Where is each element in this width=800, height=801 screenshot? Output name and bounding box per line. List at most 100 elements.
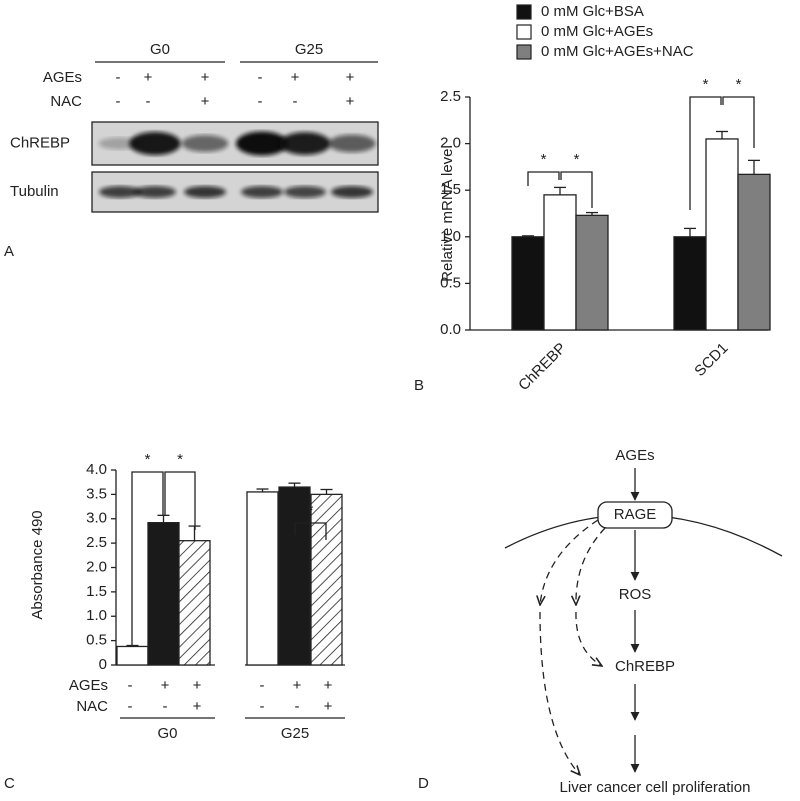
significance-star: * [736, 76, 742, 93]
band-label: ChREBP [10, 134, 70, 151]
legend-swatch [516, 44, 532, 60]
y-tick-label: 2.0 [86, 558, 107, 575]
sign: + [293, 677, 302, 694]
sign: + [324, 677, 333, 694]
significance-bracket [560, 171, 593, 208]
y-tick-label: 0.5 [440, 274, 461, 291]
bar [705, 138, 739, 331]
diagram-node: ROS [619, 586, 652, 603]
sign: + [193, 677, 202, 694]
y-axis-label: Relative mRNA level [439, 145, 456, 282]
sign: - [258, 93, 263, 110]
bar [147, 522, 180, 666]
band [279, 132, 331, 155]
row-label: NAC [50, 93, 82, 110]
sign: + [144, 69, 153, 86]
group-label: G0 [150, 41, 170, 58]
group-label: G25 [295, 41, 323, 58]
significance-bracket [722, 96, 755, 148]
y-tick-label: 2.0 [440, 135, 461, 152]
bar [511, 236, 545, 331]
sign: - [260, 698, 265, 715]
bar [278, 486, 311, 666]
legend-label: 0 mM Glc+AGEs [541, 23, 653, 40]
band [328, 134, 376, 153]
legend-label: 0 mM Glc+AGEs+NAC [541, 43, 694, 60]
sign: - [116, 69, 121, 86]
diagram-node: ChREBP [615, 658, 675, 675]
sign: - [293, 93, 298, 110]
y-tick-label: 2.5 [440, 88, 461, 105]
dashed-arrow [576, 527, 606, 605]
blot-box [91, 171, 379, 213]
y-tick-label: 4.0 [86, 461, 107, 478]
significance-bracket [527, 171, 560, 186]
bar [543, 194, 577, 331]
band [331, 186, 373, 198]
legend-swatch [516, 24, 532, 40]
sign: - [116, 93, 121, 110]
panel-letter: B [414, 377, 424, 394]
band [241, 186, 283, 198]
sign: - [260, 677, 265, 694]
significance-bracket [689, 96, 722, 210]
group-label: G25 [281, 725, 309, 742]
row-label: AGEs [69, 677, 108, 694]
significance-star: * [574, 151, 580, 168]
row-label: AGEs [43, 69, 82, 86]
sign: - [258, 69, 263, 86]
y-tick-label: 3.5 [86, 485, 107, 502]
sign: - [128, 677, 133, 694]
sign: + [193, 698, 202, 715]
sign: + [346, 69, 355, 86]
dashed-arrow [539, 611, 580, 775]
bar [116, 645, 149, 666]
panel-letter: C [4, 775, 15, 792]
diagram-node: AGEs [615, 447, 654, 464]
significance-star: * [308, 502, 314, 519]
diagram-node: RAGE [614, 506, 657, 523]
bar [575, 214, 609, 331]
sign: + [161, 677, 170, 694]
sign: + [324, 698, 333, 715]
y-tick-label: 1.0 [440, 228, 461, 245]
significance-star: * [177, 451, 183, 468]
significance-bracket [164, 471, 196, 530]
y-tick-label: 0.0 [440, 321, 461, 338]
dashed-arrow [575, 611, 602, 666]
y-tick-label: 0 [99, 656, 107, 673]
significance-bracket [294, 522, 327, 540]
diagram-node: Liver cancer cell proliferation [560, 779, 751, 796]
legend-label: 0 mM Glc+BSA [541, 3, 644, 20]
band [129, 131, 181, 156]
band [99, 186, 141, 198]
sign: - [128, 698, 133, 715]
bar [310, 493, 343, 666]
y-tick-label: 3.0 [86, 510, 107, 527]
band [184, 186, 226, 198]
dashed-arrow [540, 519, 599, 605]
band [134, 186, 176, 198]
significance-bracket [131, 471, 164, 645]
legend-swatch [516, 4, 532, 20]
band [181, 135, 229, 152]
significance-star: * [541, 151, 547, 168]
bar [673, 236, 707, 331]
significance-star: * [145, 451, 151, 468]
y-axis-label: Absorbance 490 [29, 510, 46, 619]
sign: - [163, 698, 168, 715]
sign: + [201, 93, 210, 110]
sign: + [291, 69, 300, 86]
band [284, 186, 326, 198]
rage-box [597, 501, 673, 529]
x-tick-label: ChREBP [515, 340, 569, 394]
sign: - [295, 698, 300, 715]
y-tick-label: 1.5 [86, 583, 107, 600]
sign: + [346, 93, 355, 110]
y-tick-label: 1.0 [86, 607, 107, 624]
y-tick-label: 0.5 [86, 632, 107, 649]
sign: + [201, 69, 210, 86]
band [236, 131, 288, 156]
band-label: Tubulin [10, 183, 59, 200]
